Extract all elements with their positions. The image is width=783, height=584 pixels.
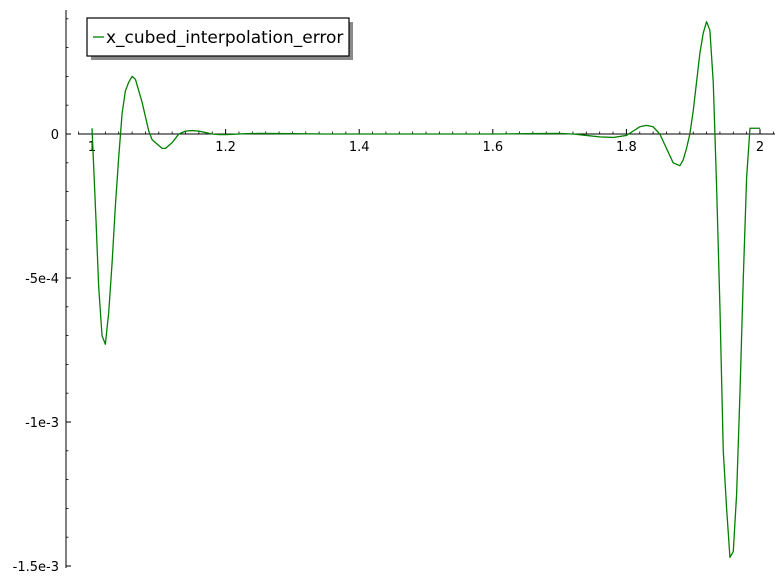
x-tick-label: 1.8	[616, 140, 637, 155]
y-tick-label: -1e-3	[25, 416, 59, 431]
y-ticks: 0 -5e-4 -1e-3 -1.5e-3	[13, 128, 71, 575]
x-tick-label: 1.2	[215, 140, 236, 155]
legend-label: x_cubed_interpolation_error	[106, 28, 343, 48]
x-ticks: 1 1.2 1.4 1.6 1.8 2	[88, 129, 764, 155]
legend: x_cubed_interpolation_error	[86, 17, 353, 60]
axes	[65, 10, 775, 568]
x-tick-label: 1.4	[349, 140, 370, 155]
series-line-0	[91, 21, 760, 559]
y-minor-ticks	[66, 18, 69, 538]
legend-box	[86, 17, 350, 57]
y-tick-label: -1.5e-3	[13, 560, 59, 575]
y-tick-label: 0	[51, 128, 59, 143]
series-layer	[91, 21, 760, 559]
x-tick-label: 2	[756, 140, 764, 155]
y-tick-label: -5e-4	[25, 272, 59, 287]
x-tick-label: 1.6	[482, 140, 503, 155]
x-tick-label: 1	[88, 140, 96, 155]
